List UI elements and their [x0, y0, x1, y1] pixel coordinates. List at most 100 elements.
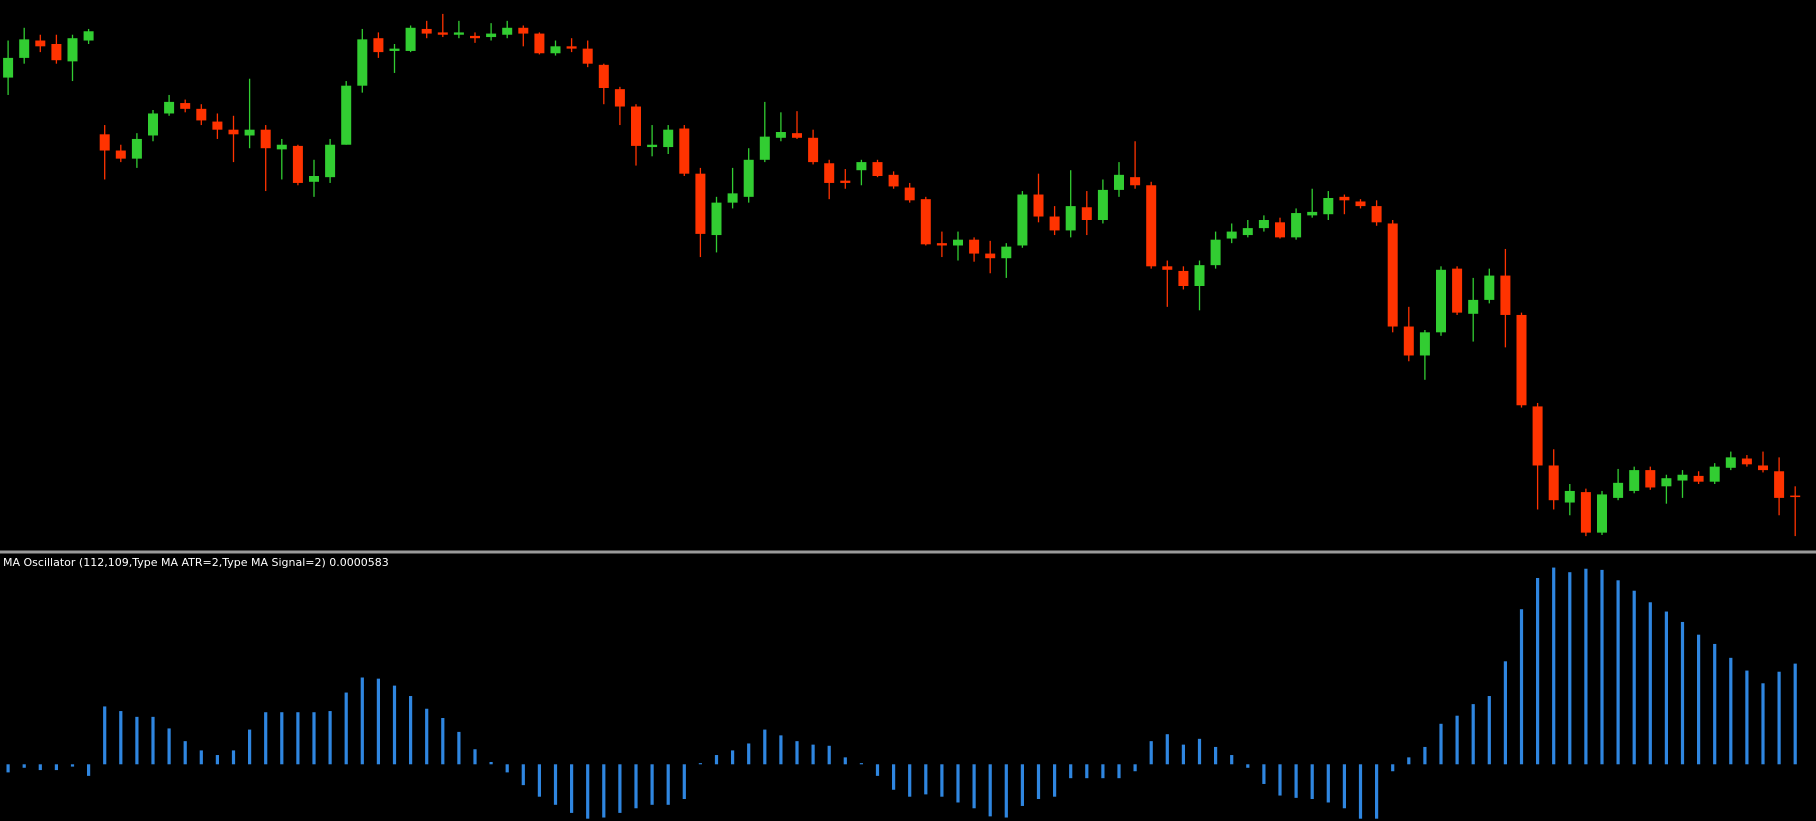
candle-body — [437, 32, 448, 35]
candle-body — [421, 28, 432, 34]
candle-body — [1613, 482, 1624, 498]
candle-body — [711, 202, 722, 236]
histogram-bar — [1407, 757, 1411, 765]
candle-body — [1065, 206, 1076, 231]
candle-body — [1114, 174, 1124, 190]
candle-body — [808, 137, 819, 163]
candle-body — [244, 129, 255, 136]
histogram-bar — [1246, 764, 1250, 768]
candle-body — [357, 39, 368, 86]
histogram-bar — [1358, 764, 1363, 819]
histogram-bar — [1632, 590, 1636, 765]
histogram-bar — [1117, 764, 1121, 779]
histogram-bar — [1149, 741, 1153, 765]
histogram-bar — [570, 764, 574, 813]
histogram-bar — [280, 712, 284, 765]
candle-body — [3, 57, 14, 78]
candle-body — [389, 48, 400, 51]
histogram-bar — [1310, 764, 1314, 800]
histogram-bar — [1391, 764, 1395, 772]
histogram-bar — [54, 764, 58, 771]
candle-body — [1516, 314, 1527, 406]
candle-body — [953, 239, 963, 246]
candle-body — [1403, 326, 1414, 356]
candle-body — [1548, 465, 1559, 501]
candle-body — [856, 162, 867, 171]
histogram-bar — [457, 731, 461, 765]
candle-body — [373, 38, 384, 53]
histogram-bar — [875, 764, 880, 776]
histogram-bar — [183, 741, 187, 765]
histogram-bar — [1584, 568, 1588, 765]
histogram-bar — [1568, 572, 1572, 765]
candle-body — [1758, 465, 1768, 471]
histogram-bar — [1197, 738, 1202, 765]
histogram-bar — [1455, 715, 1459, 765]
histogram-bar — [312, 712, 316, 765]
histogram-bar — [1133, 764, 1137, 772]
histogram-bar — [908, 764, 912, 797]
candle-body — [99, 134, 110, 151]
histogram-bar — [553, 764, 558, 805]
histogram-bar — [1439, 723, 1443, 765]
histogram-bar — [425, 708, 429, 765]
histogram-bar — [360, 677, 364, 765]
histogram-bar — [264, 712, 268, 765]
histogram-bar — [1262, 764, 1266, 784]
candle-body — [228, 129, 239, 135]
candle-body — [695, 173, 706, 234]
histogram-bar — [1230, 755, 1234, 765]
histogram-bar — [231, 750, 236, 765]
candle-body — [1178, 270, 1189, 286]
candle-body — [792, 133, 802, 138]
candle-body — [550, 46, 561, 54]
candle-body — [566, 46, 577, 49]
candle-body — [1484, 275, 1495, 300]
histogram-bar — [682, 764, 686, 800]
histogram-bar — [843, 757, 847, 765]
candle-body — [67, 38, 78, 62]
candle-body — [51, 44, 62, 61]
candle-body — [164, 101, 175, 114]
candle-body — [1355, 201, 1366, 207]
candle-body — [1097, 189, 1108, 220]
histogram-bar — [22, 764, 26, 768]
histogram-bar — [103, 706, 107, 765]
candle-body — [1725, 457, 1736, 468]
histogram-bar — [521, 764, 525, 786]
histogram-bar — [602, 764, 606, 818]
candle-body — [1162, 266, 1173, 270]
histogram-bar — [779, 735, 783, 765]
histogram-bar — [1600, 569, 1604, 765]
histogram-bar — [1793, 663, 1797, 765]
candle-body — [180, 103, 191, 109]
histogram-bar — [1552, 567, 1556, 765]
candle-body — [1001, 246, 1012, 259]
histogram-bar — [811, 744, 815, 765]
candle-body — [727, 193, 738, 203]
histogram-bar — [505, 764, 509, 773]
candle-body — [1468, 299, 1479, 314]
histogram-bar — [1745, 670, 1749, 765]
candle-body — [148, 113, 158, 136]
candle-body — [470, 35, 480, 39]
candle-body — [309, 176, 319, 182]
histogram-bar — [1680, 621, 1685, 765]
candle-body — [83, 31, 94, 41]
histogram-bar — [1165, 734, 1169, 765]
histogram-bar — [87, 764, 91, 776]
candle-body — [1242, 228, 1253, 236]
histogram-bar — [392, 685, 397, 765]
candle-body — [1323, 198, 1334, 215]
histogram-bar — [618, 764, 622, 813]
candle-body — [115, 150, 126, 159]
histogram-bar — [344, 692, 348, 765]
histogram-bar — [119, 711, 123, 765]
candle-body — [1146, 185, 1157, 267]
candle-body — [759, 136, 770, 160]
candle-body — [1564, 490, 1575, 503]
candle-body — [212, 121, 223, 130]
candle-body — [1532, 406, 1543, 466]
histogram-bar — [586, 764, 590, 819]
